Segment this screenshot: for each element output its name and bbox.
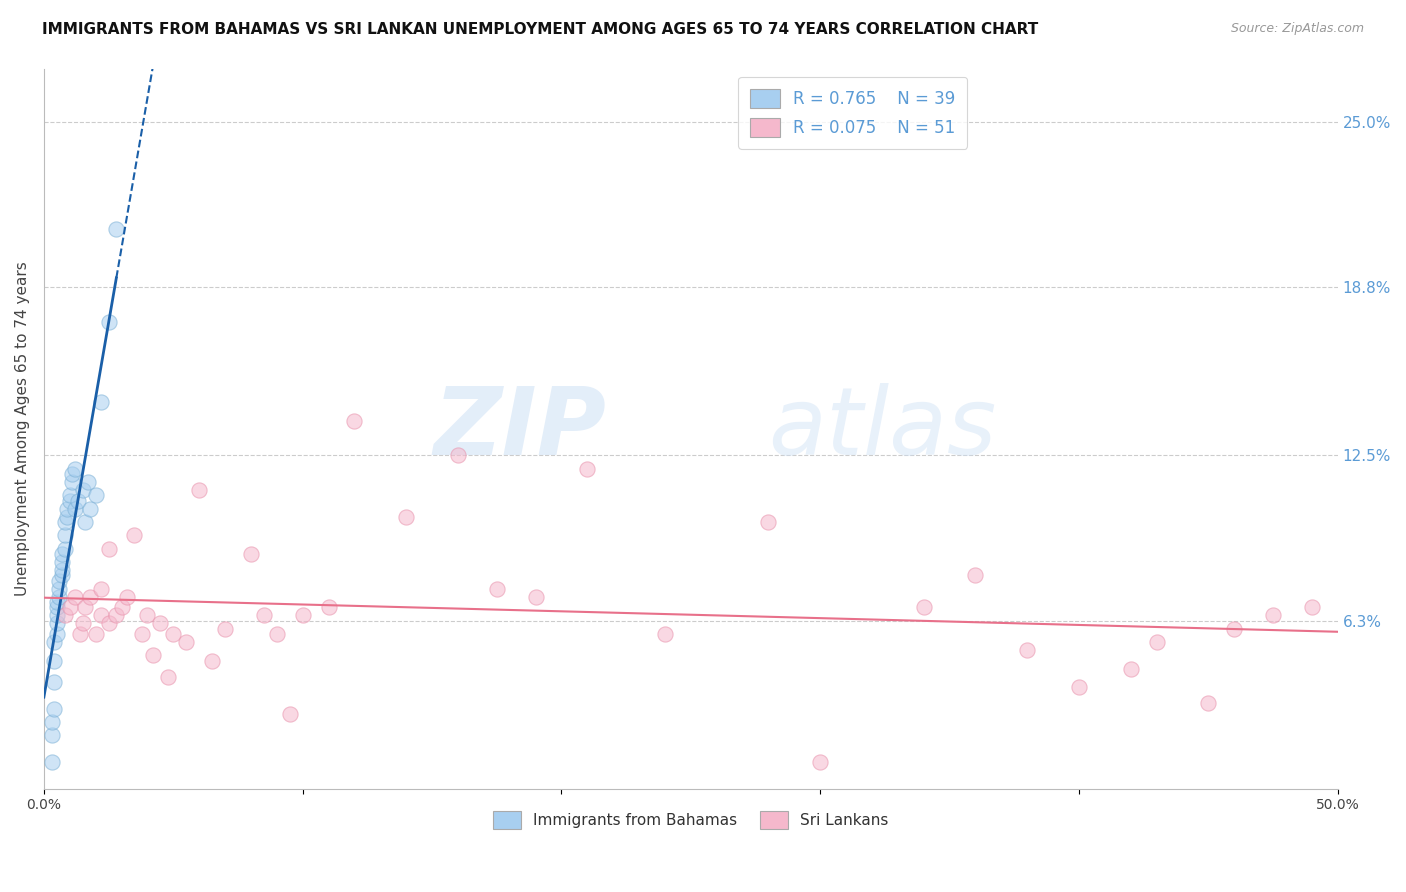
Point (77, 475, 100, 489)
Point (72, 616, 94, 631)
Point (1146, 635, 1168, 649)
Point (97, 541, 120, 556)
Point (214, 622, 236, 636)
Point (808, 755, 831, 769)
Point (447, 448, 470, 462)
Point (105, 608, 128, 623)
Point (56, 509, 79, 524)
Point (44, 653, 66, 667)
Text: IMMIGRANTS FROM BAHAMAS VS SRI LANKAN UNEMPLOYMENT AMONG AGES 65 TO 74 YEARS COR: IMMIGRANTS FROM BAHAMAS VS SRI LANKAN UN… (42, 22, 1039, 37)
Point (51, 555, 73, 569)
Point (1119, 661, 1142, 675)
Point (90, 582, 112, 596)
Point (75, 515, 97, 529)
Point (1197, 696, 1219, 710)
Point (266, 627, 288, 641)
Point (53, 608, 76, 623)
Point (56, 501, 79, 516)
Point (758, 515, 780, 529)
Point (142, 648, 165, 663)
Point (188, 483, 211, 497)
Point (291, 608, 314, 623)
Point (318, 600, 340, 615)
Point (60, 475, 83, 489)
Point (48, 574, 70, 588)
Point (84, 627, 107, 641)
Point (63, 461, 86, 475)
Point (63, 590, 86, 604)
Point (53, 541, 76, 556)
Point (69, 627, 91, 641)
Point (97, 616, 120, 631)
Point (90, 395, 112, 409)
Point (395, 509, 418, 524)
Point (60, 467, 83, 481)
Point (75, 600, 97, 615)
Point (90, 608, 112, 623)
Point (105, 221, 128, 235)
Point (51, 547, 73, 561)
Point (174, 635, 197, 649)
Point (48, 590, 70, 604)
Point (59, 493, 82, 508)
Point (44, 701, 66, 715)
Point (45, 627, 67, 641)
Point (41, 728, 63, 742)
Point (1017, 643, 1039, 657)
Point (45, 595, 67, 609)
Point (44, 674, 66, 689)
Point (48, 582, 70, 596)
Point (1067, 680, 1090, 694)
Point (576, 461, 599, 475)
Point (59, 600, 82, 615)
Point (97, 315, 120, 329)
Point (115, 590, 138, 604)
Point (278, 706, 301, 721)
Y-axis label: Unemployment Among Ages 65 to 74 years: Unemployment Among Ages 65 to 74 years (15, 261, 30, 596)
Point (162, 627, 184, 641)
Point (41, 755, 63, 769)
Point (53, 515, 76, 529)
Point (149, 616, 172, 631)
Point (1261, 608, 1284, 623)
Point (45, 600, 67, 615)
Point (136, 608, 159, 623)
Point (45, 616, 67, 631)
Point (63, 501, 86, 516)
Point (912, 600, 935, 615)
Point (59, 488, 82, 502)
Point (343, 413, 366, 427)
Point (1223, 622, 1246, 636)
Point (79, 590, 101, 604)
Point (654, 627, 676, 641)
Point (72, 483, 94, 497)
Point (524, 590, 547, 604)
Point (124, 528, 146, 542)
Point (84, 488, 107, 502)
Text: ZIP: ZIP (434, 383, 607, 475)
Legend: Immigrants from Bahamas, Sri Lankans: Immigrants from Bahamas, Sri Lankans (488, 805, 894, 835)
Text: Source: ZipAtlas.com: Source: ZipAtlas.com (1230, 22, 1364, 36)
Point (66, 493, 89, 508)
Point (485, 582, 508, 596)
Point (157, 669, 180, 683)
Point (201, 653, 224, 667)
Point (253, 608, 276, 623)
Point (239, 547, 262, 561)
Point (51, 563, 73, 577)
Point (965, 568, 987, 582)
Point (41, 714, 63, 729)
Point (44, 635, 66, 649)
Point (131, 627, 153, 641)
Point (53, 528, 76, 542)
Text: atlas: atlas (769, 383, 997, 474)
Point (110, 600, 132, 615)
Point (1301, 600, 1323, 615)
Point (51, 568, 73, 582)
Point (45, 608, 67, 623)
Point (79, 501, 101, 516)
